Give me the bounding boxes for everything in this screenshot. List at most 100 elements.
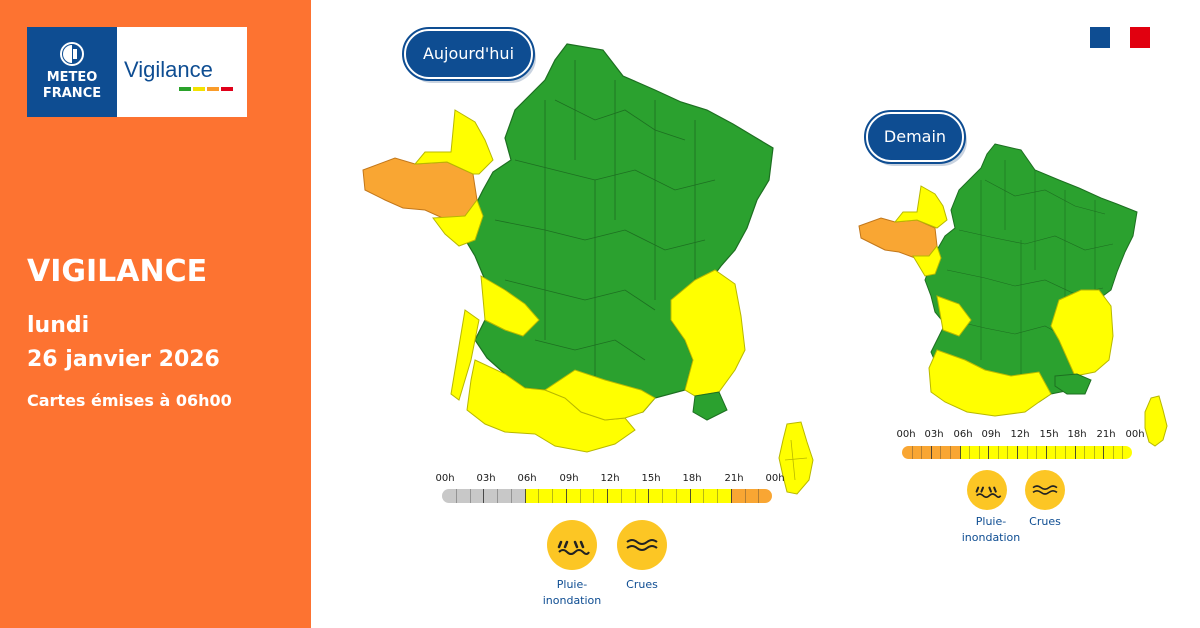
tomorrow-tick-label: 15h — [1039, 429, 1059, 440]
timeline-hour-tick — [620, 489, 622, 503]
timeline-hour-tick — [565, 489, 567, 503]
logo-bar-orange — [207, 87, 219, 91]
timeline-hour-tick — [675, 489, 677, 503]
timeline-hour-tick — [1064, 446, 1066, 459]
tomorrow-tick-label: 03h — [924, 429, 944, 440]
today-tick-label: 06h — [517, 473, 537, 484]
tomorrow-map-orange-area — [858, 217, 938, 259]
timeline-hour-tick — [607, 489, 608, 503]
timeline-hour-tick — [689, 489, 691, 503]
tomorrow-map-corsica — [1144, 395, 1168, 447]
timeline-hour-tick — [483, 489, 485, 503]
tomorrow-map-yellow-west — [893, 185, 948, 229]
today-tick-label: 18h — [682, 473, 702, 484]
timeline-hour-tick — [593, 489, 595, 503]
timeline-hour-tick — [1093, 446, 1095, 459]
tomorrow-tick-label: 00h — [896, 429, 916, 440]
tomorrow-label: Demain — [864, 110, 966, 164]
timeline-hour-tick — [455, 489, 457, 503]
date: 26 janvier 2026 — [27, 347, 220, 372]
hazard-label-line: Pluie- — [975, 515, 1007, 528]
timeline-hour-tick — [758, 489, 760, 503]
timeline-period-orange — [730, 489, 772, 503]
meteo-france-vigilance-logo: METEO FRANCE Vigilance — [27, 27, 247, 117]
timeline-hour-tick — [997, 446, 999, 459]
timeline-hour-tick — [1007, 446, 1009, 459]
timeline-hour-tick — [538, 489, 540, 503]
logo-bar-red — [221, 87, 233, 91]
tomorrow-tick-label: 21h — [1096, 429, 1116, 440]
timeline-hour-tick — [717, 489, 718, 503]
flood-waves-icon — [1025, 470, 1065, 510]
logo-word-meteo: METEO — [46, 70, 98, 85]
flood-waves-icon — [617, 520, 667, 570]
today-map-yellow-southeast — [670, 269, 746, 397]
timeline-hour-tick — [524, 489, 526, 503]
timeline-hour-tick — [1103, 446, 1105, 459]
hazard-label-line: inondation — [542, 594, 602, 607]
hazard-label-line: Pluie- — [556, 578, 588, 591]
timeline-hour-tick — [949, 446, 951, 459]
tomorrow-tick-label: 12h — [1010, 429, 1030, 440]
timeline-hour-tick — [1055, 446, 1057, 459]
tomorrow-timeline-bar — [902, 446, 1132, 459]
timeline-hour-tick — [959, 446, 961, 459]
timeline-hour-tick — [579, 489, 581, 503]
today-timeline-bar — [442, 489, 772, 503]
left-panel: METEO FRANCE Vigilance VIGILANCE lundi 2… — [0, 0, 311, 628]
today-map-yellow-west — [413, 109, 494, 175]
day-of-week: lundi — [27, 313, 90, 338]
timeline-hour-tick — [940, 446, 942, 459]
timeline-hour-tick — [552, 489, 553, 503]
hazard-label-line: inondation — [961, 531, 1021, 544]
timeline-hour-tick — [469, 489, 471, 503]
timeline-hour-tick — [911, 446, 913, 459]
tomorrow-map-yellow-southwest — [936, 295, 972, 337]
vigilance-logo-text: Vigilance — [124, 57, 213, 82]
today-tick-label: 12h — [600, 473, 620, 484]
french-republic-flag-icon — [1090, 27, 1150, 48]
tomorrow-hazard-label-rain-flood: Pluie- inondation — [952, 514, 1030, 546]
today-label: Aujourd'hui — [402, 27, 535, 81]
timeline-hour-tick — [497, 489, 498, 503]
meteo-france-emblem-icon — [60, 42, 84, 66]
today-map-yellow-southwest — [480, 275, 540, 337]
timeline-hour-tick — [1036, 446, 1038, 459]
today-tick-label: 15h — [641, 473, 661, 484]
logo-word-france: FRANCE — [42, 86, 102, 101]
today-map-corsica — [778, 421, 814, 495]
today-tick-label: 00h — [435, 473, 455, 484]
tomorrow-tick-label: 00h — [1125, 429, 1145, 440]
today-tick-label: 00h — [765, 473, 785, 484]
tomorrow-tick-label: 06h — [953, 429, 973, 440]
timeline-hour-tick — [634, 489, 636, 503]
headline: VIGILANCE — [27, 254, 208, 289]
tomorrow-map-yellow-southeast — [1050, 289, 1114, 377]
timeline-hour-tick — [703, 489, 705, 503]
today-vigilance-map — [362, 43, 814, 495]
timeline-hour-tick — [510, 489, 512, 503]
timeline-hour-tick — [1112, 446, 1114, 459]
rain-flood-icon — [547, 520, 597, 570]
today-tick-label: 03h — [476, 473, 496, 484]
today-tick-label: 21h — [724, 473, 744, 484]
today-hazard-label-rain-flood: Pluie- inondation — [530, 577, 614, 609]
timeline-hour-tick — [1122, 446, 1124, 459]
timeline-hour-tick — [648, 489, 650, 503]
timeline-hour-tick — [1074, 446, 1076, 459]
timeline-hour-tick — [730, 489, 732, 503]
timeline-hour-tick — [978, 446, 980, 459]
today-hazard-label-flood: Crues — [626, 578, 658, 591]
tomorrow-hazard-label-flood: Crues — [1029, 515, 1061, 528]
timeline-hour-tick — [662, 489, 663, 503]
timeline-period-yellow — [524, 489, 731, 503]
tomorrow-vigilance-map — [858, 143, 1168, 447]
timeline-hour-tick — [1084, 446, 1086, 459]
meteo-france-logo: METEO FRANCE — [27, 27, 117, 117]
timeline-hour-tick — [969, 446, 971, 459]
logo-bar-green — [179, 87, 191, 91]
tomorrow-tick-label: 09h — [981, 429, 1001, 440]
issued-time: Cartes émises à 06h00 — [27, 391, 232, 410]
today-tick-label: 09h — [559, 473, 579, 484]
tomorrow-tick-label: 18h — [1067, 429, 1087, 440]
